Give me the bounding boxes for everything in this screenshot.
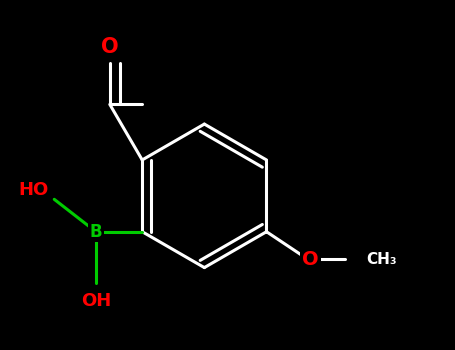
Text: O: O	[302, 250, 319, 269]
Text: O: O	[101, 36, 119, 57]
Text: OH: OH	[81, 292, 111, 310]
Text: B: B	[90, 223, 102, 241]
Text: HO: HO	[18, 181, 49, 199]
Text: CH₃: CH₃	[366, 252, 397, 267]
